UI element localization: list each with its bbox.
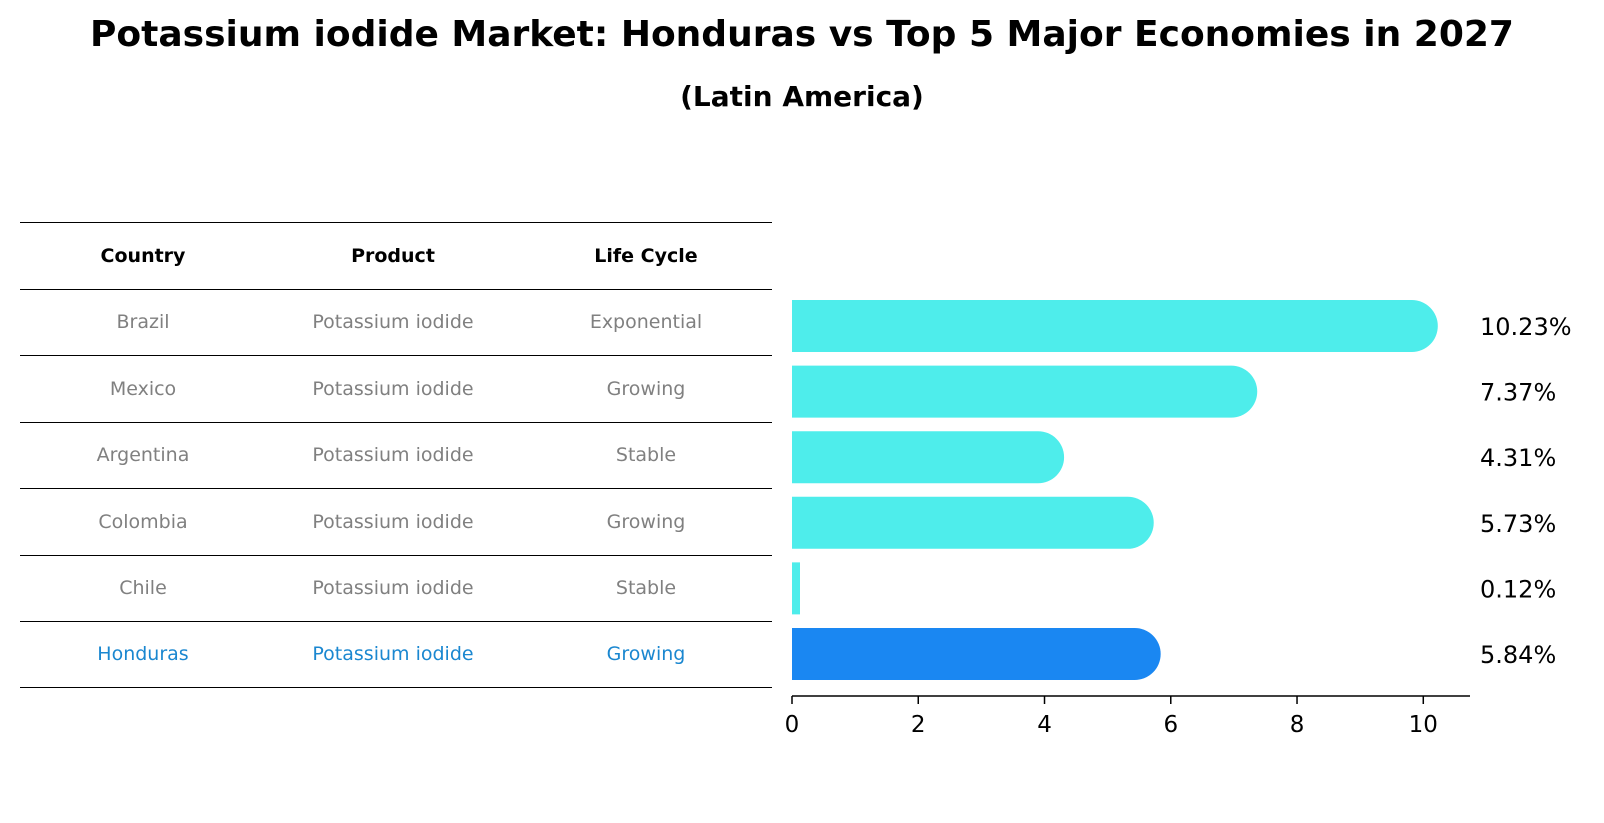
data-table: Country Product Life Cycle Brazil Potass…	[20, 222, 772, 688]
table-row-highlighted: Honduras Potassium iodide Growing	[20, 621, 772, 688]
life-cycle-cell: Stable	[615, 577, 677, 600]
value-label: 5.84%	[1480, 641, 1556, 669]
header-product: Product	[351, 244, 435, 267]
bar-honduras	[792, 628, 1161, 680]
value-label: 4.31%	[1480, 444, 1556, 472]
table-header-row: Country Product Life Cycle	[20, 222, 772, 289]
product-cell: Potassium iodide	[312, 510, 474, 533]
header-country: Country	[100, 244, 186, 267]
product-cell: Potassium iodide	[312, 577, 474, 600]
table-row: Mexico Potassium iodide Growing	[20, 355, 772, 422]
country-cell: Colombia	[98, 510, 188, 533]
product-cell: Potassium iodide	[312, 643, 474, 666]
table-row: Colombia Potassium iodide Growing	[20, 488, 772, 555]
life-cycle-cell: Exponential	[589, 311, 703, 334]
x-tick-label: 4	[1037, 712, 1052, 738]
country-cell: Brazil	[116, 311, 170, 334]
bar-argentina	[792, 431, 1065, 484]
chart-title: Potassium iodide Market: Honduras vs Top…	[90, 14, 1514, 55]
country-cell: Mexico	[109, 377, 177, 400]
bar-colombia	[792, 496, 1154, 549]
value-label: 5.73%	[1480, 510, 1556, 538]
x-tick-label: 6	[1163, 712, 1178, 738]
value-label: 0.12%	[1480, 575, 1556, 603]
x-tick-label: 8	[1290, 712, 1305, 738]
chart-subtitle: (Latin America)	[680, 80, 924, 113]
life-cycle-cell: Growing	[606, 510, 686, 533]
value-label: 7.37%	[1480, 379, 1556, 407]
product-cell: Potassium iodide	[312, 377, 474, 400]
table-row: Argentina Potassium iodide Stable	[20, 421, 772, 489]
life-cycle-cell: Growing	[606, 377, 686, 400]
bar-chile	[792, 562, 800, 615]
bar-brazil	[792, 300, 1438, 352]
x-tick-label: 10	[1409, 712, 1438, 738]
product-cell: Potassium iodide	[312, 444, 474, 467]
bar-mexico	[792, 365, 1258, 418]
life-cycle-cell: Growing	[606, 643, 686, 666]
country-cell: Honduras	[97, 643, 189, 666]
header-life-cycle: Life Cycle	[594, 244, 698, 267]
country-cell: Argentina	[96, 444, 190, 467]
value-label: 10.23%	[1480, 313, 1572, 341]
table-row: Brazil Potassium iodide Exponential	[20, 288, 772, 356]
x-tick-label: 0	[785, 712, 800, 738]
table-row: Chile Potassium iodide Stable	[20, 554, 772, 622]
life-cycle-cell: Stable	[615, 444, 677, 467]
product-cell: Potassium iodide	[312, 311, 474, 334]
x-tick-label: 2	[911, 712, 926, 738]
country-cell: Chile	[119, 577, 167, 600]
